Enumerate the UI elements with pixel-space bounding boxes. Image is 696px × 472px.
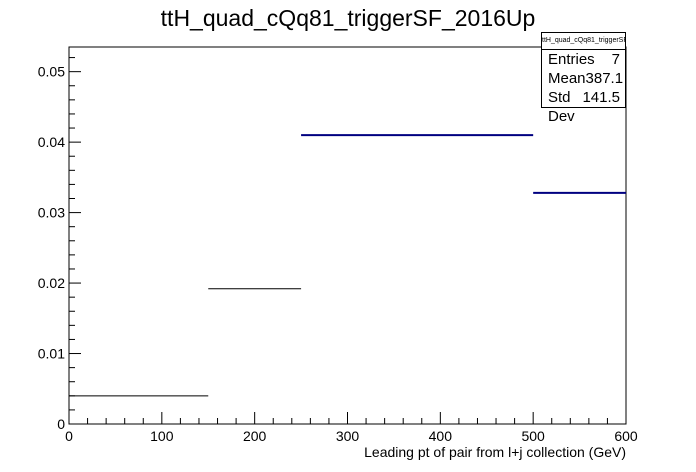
stats-row-stddev: Std Dev 141.5 (542, 88, 625, 126)
stats-label-stddev: Std Dev (548, 89, 575, 125)
y-tick-label: 0.04 (38, 134, 65, 150)
y-tick-label: 0.02 (38, 275, 65, 291)
stats-label-entries: Entries (548, 51, 595, 68)
stats-title: ttH_quad_cQq81_triggerSF_2016Up (542, 33, 625, 50)
x-tick-label: 300 (336, 428, 360, 444)
x-tick-label: 0 (65, 428, 73, 444)
x-tick-label: 600 (614, 428, 638, 444)
stats-value-entries: 7 (611, 51, 620, 68)
x-tick-label: 500 (521, 428, 545, 444)
x-axis-label: Leading pt of pair from l+j collection (… (364, 444, 626, 460)
x-tick-label: 200 (243, 428, 267, 444)
stats-value-mean: 387.1 (585, 70, 624, 87)
stats-row-mean: Mean 387.1 (542, 69, 625, 88)
y-tick-label: 0.01 (38, 346, 65, 362)
x-tick-label: 400 (429, 428, 453, 444)
chart-title: ttH_quad_cQq81_triggerSF_2016Up (161, 5, 536, 31)
stats-value-stddev: 141.5 (582, 89, 620, 106)
y-tick-label: 0.03 (38, 205, 65, 221)
stats-box: ttH_quad_cQq81_triggerSF_2016Up Entries … (541, 32, 626, 125)
x-tick-label: 100 (150, 428, 174, 444)
y-tick-label: 0 (57, 416, 65, 432)
stats-label-mean: Mean (548, 70, 586, 87)
y-tick-label: 0.05 (38, 64, 65, 80)
stats-row-entries: Entries 7 (542, 50, 625, 69)
